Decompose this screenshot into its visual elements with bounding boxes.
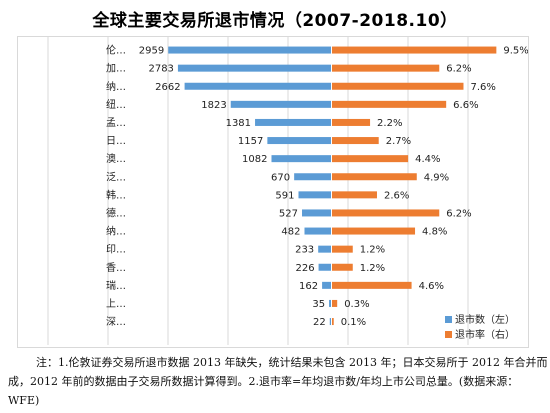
count-value-label: 670 xyxy=(271,172,290,183)
count-value-label: 2783 xyxy=(148,64,173,75)
count-value-label: 226 xyxy=(295,263,314,274)
count-value-label: 1082 xyxy=(242,154,267,165)
rate-bar xyxy=(332,191,377,199)
rate-value-label: 2.6% xyxy=(384,190,409,201)
rate-bar xyxy=(332,155,409,163)
rate-value-label: 4.4% xyxy=(415,154,440,165)
rate-bar xyxy=(332,318,334,326)
rate-value-label: 4.8% xyxy=(422,227,447,238)
count-bar xyxy=(304,227,331,235)
count-bar xyxy=(329,299,331,307)
chart-title: 全球主要交易所退市情况（2007-2018.10） xyxy=(92,11,458,31)
category-label: 瑞… xyxy=(106,280,126,292)
legend-label-count: 退市数（左） xyxy=(455,313,515,326)
category-label: 深… xyxy=(106,316,126,328)
category-label: 上… xyxy=(106,298,126,310)
rate-value-label: 0.3% xyxy=(344,299,369,310)
category-label: 日… xyxy=(106,136,126,147)
count-bar xyxy=(267,137,331,145)
count-bar xyxy=(302,209,331,217)
count-bar xyxy=(329,318,331,326)
count-value-label: 591 xyxy=(275,190,294,201)
rate-value-label: 2.2% xyxy=(377,118,402,129)
rate-bar xyxy=(332,245,353,253)
count-value-label: 527 xyxy=(279,208,298,219)
count-value-label: 22 xyxy=(313,317,326,328)
rate-bar xyxy=(332,281,412,289)
count-bar xyxy=(298,191,331,199)
category-label: 韩… xyxy=(106,188,126,201)
legend-swatch-rate xyxy=(445,331,452,338)
rate-value-label: 1.2% xyxy=(360,263,385,274)
rate-value-label: 4.6% xyxy=(419,281,444,292)
rate-value-label: 0.1% xyxy=(341,317,366,328)
count-bar xyxy=(271,155,331,163)
category-label: 纽… xyxy=(106,98,126,111)
category-label: 澳… xyxy=(106,152,126,165)
category-label: 孟… xyxy=(106,117,126,129)
count-bar xyxy=(318,245,331,253)
rate-value-label: 6.2% xyxy=(446,64,471,75)
rate-bar xyxy=(332,64,440,72)
rate-bar xyxy=(332,82,464,90)
rate-value-label: 6.6% xyxy=(453,100,478,111)
count-value-label: 162 xyxy=(299,281,318,292)
count-value-label: 482 xyxy=(281,227,300,238)
count-bar xyxy=(184,82,331,90)
count-value-label: 2662 xyxy=(155,82,180,93)
rate-value-label: 1.2% xyxy=(360,245,385,256)
count-value-label: 35 xyxy=(312,299,325,310)
rate-bar xyxy=(332,209,440,217)
rate-value-label: 4.9% xyxy=(424,172,449,183)
rate-value-label: 9.5% xyxy=(503,46,528,57)
count-bar xyxy=(294,173,331,181)
rate-bar xyxy=(332,173,417,181)
rate-value-label: 6.2% xyxy=(446,208,471,219)
count-value-label: 2959 xyxy=(139,46,164,57)
count-bar xyxy=(177,64,331,72)
legend-swatch-count xyxy=(445,316,452,323)
category-label: 香… xyxy=(106,262,126,274)
category-label: 纳… xyxy=(106,80,126,93)
count-value-label: 1157 xyxy=(238,136,263,147)
footnote: 注：1.伦敦证券交易所退市数据 2013 年缺失，统计结果未包含 2013 年；… xyxy=(8,356,548,407)
count-value-label: 1823 xyxy=(201,100,226,111)
rate-bar xyxy=(332,227,416,235)
legend-label-rate: 退市率（右） xyxy=(455,328,515,341)
category-label: 纳… xyxy=(106,225,126,238)
rate-bar xyxy=(332,263,353,271)
rate-bar xyxy=(332,118,371,126)
rate-value-label: 7.6% xyxy=(470,82,495,93)
rate-value-label: 2.7% xyxy=(386,136,411,147)
rate-bar xyxy=(332,137,379,145)
category-label: 伦… xyxy=(106,44,126,57)
rate-bar xyxy=(332,100,447,108)
count-value-label: 1381 xyxy=(226,118,251,129)
count-bar xyxy=(322,281,331,289)
count-bar xyxy=(318,263,331,271)
count-value-label: 233 xyxy=(295,245,314,256)
category-label: 印… xyxy=(106,244,126,256)
category-label: 加… xyxy=(106,63,126,75)
count-bar xyxy=(168,46,331,54)
category-label: 德… xyxy=(106,206,126,219)
rate-bar xyxy=(332,46,497,54)
category-label: 泛… xyxy=(106,171,126,183)
count-bar xyxy=(255,118,331,126)
delisting-chart: 伦… 2959 9.5% 加… 2783 6.2% 纳… 2662 7.6% 纽… 1823 6.6%… xyxy=(47,37,529,345)
chart-frame: 伦… 2959 9.5% 加… 2783 6.2% 纳… 2662 7.6% 纽… 1823 6.6%… xyxy=(17,36,529,348)
rate-bar xyxy=(332,299,338,307)
count-bar xyxy=(230,100,331,108)
